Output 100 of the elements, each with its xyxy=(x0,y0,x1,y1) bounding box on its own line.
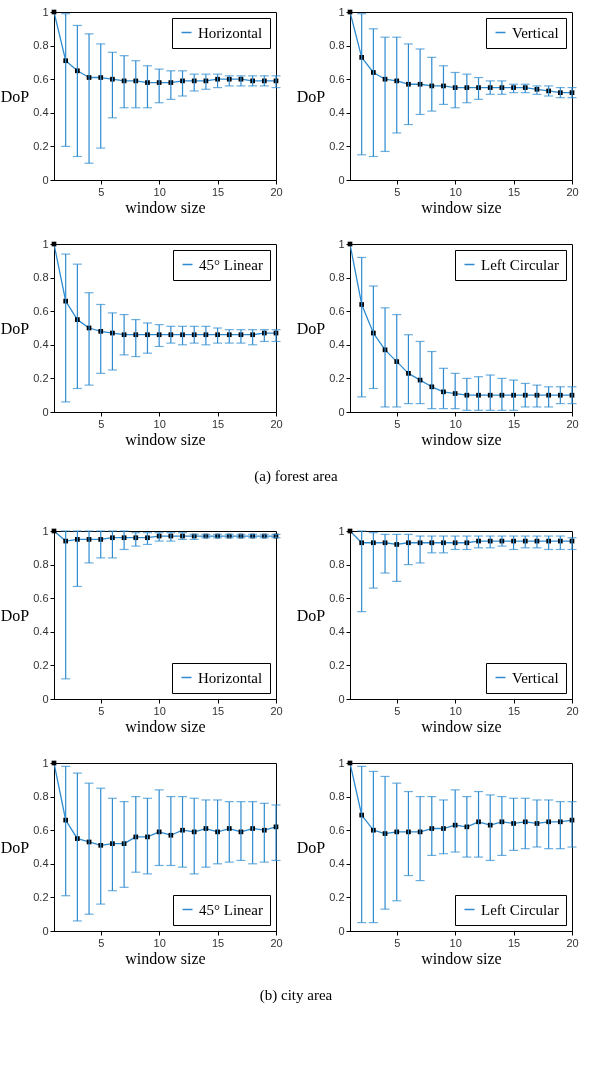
x-tick-label: 5 xyxy=(394,704,401,717)
x-tick-label: 10 xyxy=(153,417,166,430)
y-tick-label: 0.8 xyxy=(329,790,345,803)
x-axis-title: window size xyxy=(125,198,206,216)
legend-label: Left Circular xyxy=(481,256,559,273)
y-tick-label: 0.2 xyxy=(329,890,345,903)
legend-label: Vertical xyxy=(512,24,559,41)
x-axis-title: window size xyxy=(421,717,502,735)
y-tick-label: 0.2 xyxy=(33,371,49,384)
y-tick-label: 0.8 xyxy=(33,271,49,284)
y-tick-label: 0.8 xyxy=(329,271,345,284)
y-tick-label: 0.2 xyxy=(33,658,49,671)
text: (b) city area xyxy=(258,987,334,1004)
x-tick-label: 20 xyxy=(566,936,579,949)
x-tick-label: 10 xyxy=(153,185,166,198)
y-tick-label: 0.8 xyxy=(329,39,345,52)
y-tick-label: 0.4 xyxy=(329,338,345,351)
x-tick-label: 10 xyxy=(153,936,166,949)
x-tick-label: 5 xyxy=(98,936,105,949)
x-tick-label: 10 xyxy=(153,704,166,717)
y-tick-label: 1 xyxy=(338,524,345,537)
y-tick-label: 1 xyxy=(338,5,345,18)
y-axis-title: DoP xyxy=(296,319,326,337)
y-tick-label: 0.6 xyxy=(33,304,49,317)
y-tick-label: 0.2 xyxy=(33,890,49,903)
y-axis-title: DoP xyxy=(296,606,326,624)
y-tick-label: 0.8 xyxy=(33,39,49,52)
y-tick-label: 0 xyxy=(338,924,345,937)
x-tick-label: 20 xyxy=(270,704,283,717)
x-tick-label: 5 xyxy=(98,417,105,430)
x-axis-title: window size xyxy=(421,198,502,216)
y-tick-label: 0 xyxy=(338,173,345,186)
y-axis-title: DoP xyxy=(296,838,326,856)
x-tick-label: 10 xyxy=(449,704,462,717)
y-tick-label: 1 xyxy=(338,237,345,250)
x-tick-label: 20 xyxy=(270,417,283,430)
y-tick-label: 0 xyxy=(42,692,49,705)
legend-label: Horizontal xyxy=(198,24,263,41)
legend-label: Left Circular xyxy=(481,901,559,918)
y-tick-label: 0.6 xyxy=(33,591,49,604)
x-tick-label: 5 xyxy=(394,417,401,430)
x-axis-title: window size xyxy=(421,949,502,967)
x-tick-label: 5 xyxy=(98,704,105,717)
y-tick-label: 1 xyxy=(42,756,49,769)
y-tick-label: 0.8 xyxy=(33,790,49,803)
x-tick-label: 15 xyxy=(211,704,225,717)
y-tick-label: 0.2 xyxy=(329,139,345,152)
y-tick-label: 0.6 xyxy=(329,72,345,85)
x-tick-label: 15 xyxy=(211,936,225,949)
x-tick-label: 15 xyxy=(507,185,521,198)
x-tick-label: 15 xyxy=(211,185,225,198)
x-tick-label: 20 xyxy=(270,185,283,198)
y-tick-label: 0.6 xyxy=(329,591,345,604)
text: (a) forest area xyxy=(253,468,339,485)
x-tick-label: 10 xyxy=(449,936,462,949)
y-tick-label: 0.2 xyxy=(329,658,345,671)
y-tick-label: 1 xyxy=(42,524,49,537)
y-tick-label: 0.8 xyxy=(329,558,345,571)
y-tick-label: 0.6 xyxy=(329,823,345,836)
y-tick-label: 0.4 xyxy=(33,338,49,351)
legend-label: 45° Linear xyxy=(199,256,263,273)
y-tick-label: 1 xyxy=(338,756,345,769)
y-tick-label: 0.6 xyxy=(329,304,345,317)
x-tick-label: 15 xyxy=(507,417,521,430)
y-tick-label: 0.2 xyxy=(33,139,49,152)
legend-label: Horizontal xyxy=(198,669,263,686)
y-tick-label: 0.4 xyxy=(33,106,49,119)
x-tick-label: 10 xyxy=(449,417,462,430)
y-tick-label: 0.6 xyxy=(33,823,49,836)
x-tick-label: 20 xyxy=(566,417,579,430)
y-tick-label: 1 xyxy=(42,5,49,18)
y-tick-label: 0 xyxy=(42,924,49,937)
x-tick-label: 5 xyxy=(98,185,105,198)
y-tick-label: 0 xyxy=(338,405,345,418)
y-tick-label: 1 xyxy=(42,237,49,250)
x-tick-label: 5 xyxy=(394,936,401,949)
y-tick-label: 0.4 xyxy=(33,625,49,638)
x-tick-label: 5 xyxy=(394,185,401,198)
legend-label: Vertical xyxy=(512,669,559,686)
x-axis-title: window size xyxy=(125,430,206,448)
legend-label: 45° Linear xyxy=(199,901,263,918)
y-axis-title: DoP xyxy=(0,319,30,337)
x-axis-title: window size xyxy=(421,430,502,448)
y-tick-label: 0 xyxy=(338,692,345,705)
x-tick-label: 15 xyxy=(507,936,521,949)
y-tick-label: 0.4 xyxy=(33,857,49,870)
x-tick-label: 15 xyxy=(507,704,521,717)
y-tick-label: 0.4 xyxy=(329,106,345,119)
x-axis-title: window size xyxy=(125,717,206,735)
y-tick-label: 0 xyxy=(42,405,49,418)
x-tick-label: 10 xyxy=(449,185,462,198)
y-tick-label: 0 xyxy=(42,173,49,186)
y-axis-title: DoP xyxy=(296,87,326,105)
y-axis-title: DoP xyxy=(0,87,30,105)
y-axis-title: DoP xyxy=(0,606,30,624)
y-tick-label: 0.4 xyxy=(329,857,345,870)
y-tick-label: 0.6 xyxy=(33,72,49,85)
x-axis-title: window size xyxy=(125,949,206,967)
x-tick-label: 20 xyxy=(566,185,579,198)
y-tick-label: 0.8 xyxy=(33,558,49,571)
